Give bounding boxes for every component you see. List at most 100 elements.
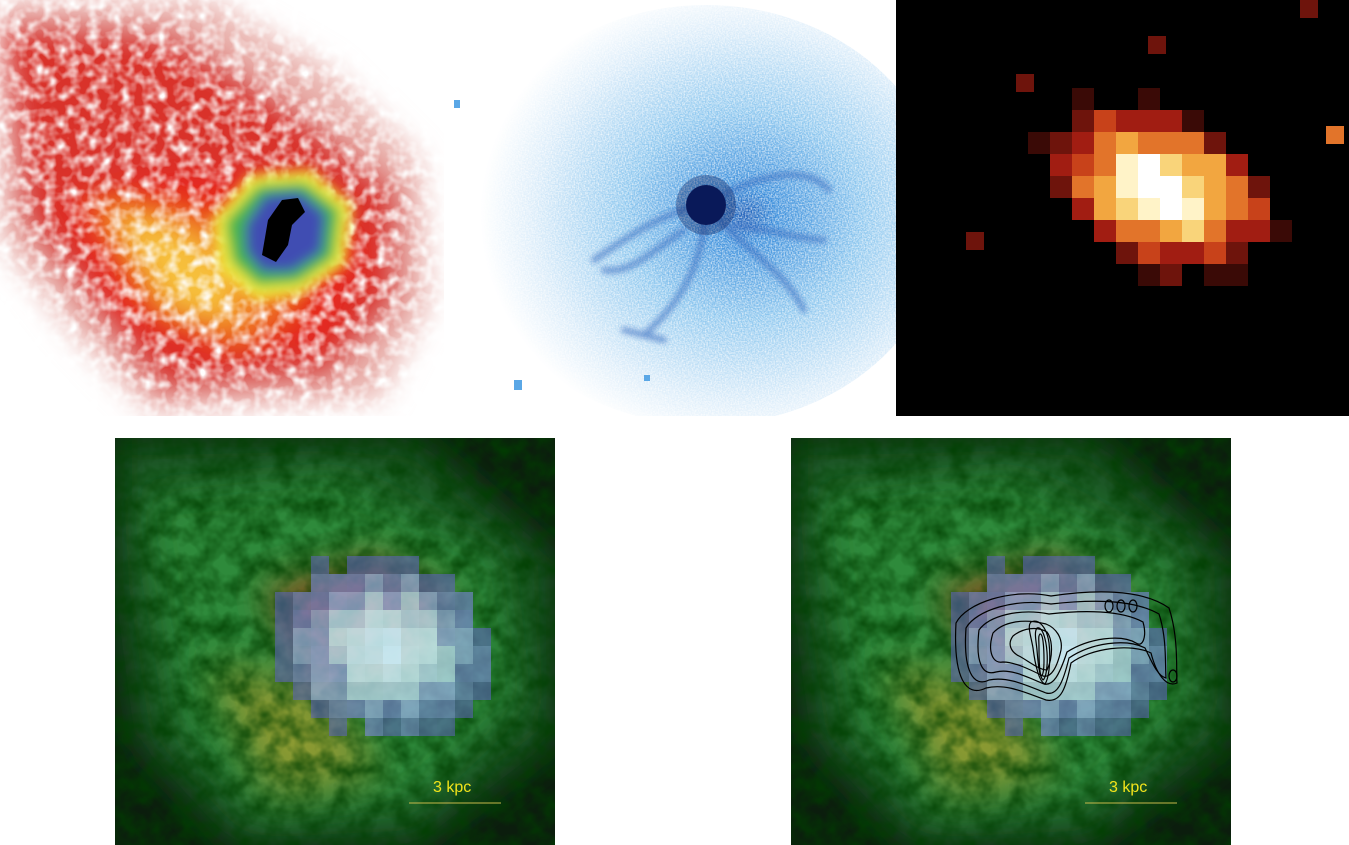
composite-pixel <box>1077 556 1095 574</box>
composite-pixel <box>419 592 437 610</box>
rgb-composite-contour-panel: 3 kpc <box>791 438 1231 845</box>
composite-pixel <box>1113 664 1131 682</box>
composite-pixel <box>401 646 419 664</box>
heat-pixel <box>1050 176 1072 198</box>
heat-pixel <box>1116 220 1138 242</box>
heat-pixel <box>1116 110 1138 132</box>
composite-pixel <box>311 646 329 664</box>
composite-pixel <box>455 682 473 700</box>
composite-pixel <box>329 610 347 628</box>
composite-pixel <box>1041 700 1059 718</box>
composite-pixel <box>1023 574 1041 592</box>
heat-pixel <box>1138 242 1160 264</box>
heat-pixel <box>1204 132 1226 154</box>
composite-pixel <box>1023 700 1041 718</box>
composite-pixel <box>383 718 401 736</box>
composite-pixel <box>1005 718 1023 736</box>
composite-pixel <box>383 664 401 682</box>
composite-pixel <box>383 592 401 610</box>
composite-pixel <box>329 646 347 664</box>
composite-pixel <box>1041 574 1059 592</box>
rgb-composite-panel: 3 kpc <box>115 438 555 845</box>
composite-pixel <box>1113 574 1131 592</box>
composite-pixel <box>437 700 455 718</box>
composite-pixel <box>1149 682 1167 700</box>
heat-pixel <box>1182 110 1204 132</box>
heat-pixel <box>1326 126 1344 144</box>
composite-pixel <box>329 718 347 736</box>
composite-pixel <box>987 574 1005 592</box>
heat-pixel <box>1204 220 1226 242</box>
composite-pixel <box>347 700 365 718</box>
blue-optical-image <box>444 0 896 416</box>
composite-pixel <box>473 682 491 700</box>
heat-pixel <box>1160 242 1182 264</box>
composite-pixel <box>1005 592 1023 610</box>
heat-pixel <box>1182 154 1204 176</box>
composite-pixel <box>401 556 419 574</box>
composite-pixel <box>347 556 365 574</box>
heat-pixel <box>1072 198 1094 220</box>
composite-pixel <box>311 664 329 682</box>
heat-pixel <box>1138 110 1160 132</box>
composite-pixel <box>437 646 455 664</box>
rgb-composite-contour-image <box>791 438 1231 845</box>
composite-pixel <box>419 682 437 700</box>
heat-pixel <box>1204 264 1226 286</box>
composite-pixel <box>437 574 455 592</box>
composite-pixel <box>969 592 987 610</box>
composite-pixel <box>347 574 365 592</box>
composite-pixel <box>1077 700 1095 718</box>
composite-pixel <box>383 682 401 700</box>
composite-pixel <box>383 700 401 718</box>
heat-pixel <box>1116 154 1138 176</box>
heat-pixel <box>1226 220 1248 242</box>
heat-pixel <box>1160 264 1182 286</box>
composite-pixel <box>437 682 455 700</box>
composite-pixel <box>473 664 491 682</box>
red-colormap-image <box>0 0 444 416</box>
composite-pixel <box>1095 610 1113 628</box>
composite-pixel <box>987 592 1005 610</box>
composite-pixel <box>1113 718 1131 736</box>
composite-pixel <box>987 664 1005 682</box>
composite-pixel <box>473 628 491 646</box>
composite-pixel <box>1023 682 1041 700</box>
composite-pixel <box>311 700 329 718</box>
composite-pixel <box>1005 700 1023 718</box>
composite-pixel <box>1059 682 1077 700</box>
composite-pixel <box>383 610 401 628</box>
composite-pixel <box>969 610 987 628</box>
composite-pixel <box>1131 628 1149 646</box>
heat-pixel <box>1138 264 1160 286</box>
heat-pixel <box>1028 132 1050 154</box>
composite-pixel <box>419 610 437 628</box>
heat-pixel <box>1138 132 1160 154</box>
composite-pixel <box>1041 592 1059 610</box>
heat-pixel <box>1226 154 1248 176</box>
composite-pixel <box>1095 664 1113 682</box>
heat-pixel <box>1138 176 1160 198</box>
composite-pixel <box>951 592 969 610</box>
heat-pixel <box>1072 88 1094 110</box>
heat-pixel <box>1204 154 1226 176</box>
composite-pixel <box>1095 718 1113 736</box>
heat-colormap-panel <box>896 0 1349 416</box>
composite-pixel <box>329 592 347 610</box>
heat-pixel <box>1204 176 1226 198</box>
composite-pixel <box>365 574 383 592</box>
composite-pixel <box>347 592 365 610</box>
composite-pixel <box>347 646 365 664</box>
composite-pixel <box>473 646 491 664</box>
composite-pixel <box>455 610 473 628</box>
composite-pixel <box>1023 556 1041 574</box>
composite-pixel <box>419 628 437 646</box>
composite-pixel <box>365 592 383 610</box>
composite-pixel <box>1131 682 1149 700</box>
scale-bar-label: 3 kpc <box>1109 779 1148 796</box>
composite-pixel <box>987 556 1005 574</box>
composite-pixel <box>1077 574 1095 592</box>
composite-pixel <box>1113 646 1131 664</box>
composite-pixel <box>1149 646 1167 664</box>
heat-pixel <box>1072 154 1094 176</box>
